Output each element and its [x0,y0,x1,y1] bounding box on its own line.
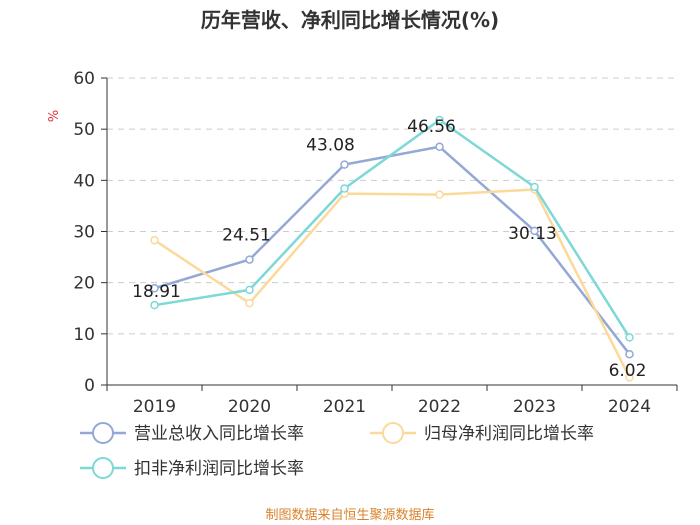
legend-item-2[interactable]: 归母净利润同比增长率 [370,422,594,444]
data-point [435,190,444,199]
y-tick-label: 0 [84,376,95,396]
y-tick-label: 30 [73,223,95,243]
source-note: 制图数据来自恒生聚源数据库 [265,507,434,523]
x-tick-label: 2021 [323,397,366,417]
y-tick-label: 50 [73,120,95,140]
data-point [245,298,254,308]
series-lines [150,115,634,382]
data-label: 24.51 [222,226,271,246]
data-point [435,142,444,152]
data-label: 6.02 [609,361,647,381]
y-axis-ticks: 0 10 20 30 40 50 60 [73,69,108,396]
data-point [245,255,254,264]
x-tick-label: 2022 [418,397,461,417]
legend-item-1[interactable]: 营业总收入同比增长率 [80,422,304,444]
data-point [435,115,444,125]
legend-label: 营业总收入同比增长率 [134,424,304,444]
data-point [530,226,539,236]
y-tick-label: 10 [73,325,95,345]
data-point [150,235,159,245]
x-tick-label: 2024 [608,397,651,417]
chart-title: 历年营收、净利同比增长情况(%) [201,8,499,32]
y-tick-label: 20 [73,274,95,294]
x-tick-label: 2019 [133,397,176,417]
legend-label: 扣非净利润同比增长率 [134,459,304,479]
data-point [625,333,634,342]
data-point [340,184,349,193]
x-tick-label: 2020 [228,397,271,417]
data-point [340,160,349,169]
legend-item-3[interactable]: 扣非净利润同比增长率 [80,457,304,479]
data-label: 30.13 [508,224,557,244]
legend-marker [92,422,114,444]
data-label: 18.91 [132,282,181,302]
series-line-3 [154,118,631,339]
data-point [150,300,159,310]
legend-marker [382,422,404,444]
x-tick-label: 2023 [513,397,556,417]
data-label: 46.56 [407,117,456,137]
grid-lines [107,77,677,335]
data-labels: 18.91 24.51 43.08 46.56 30.13 6.02 [132,117,646,381]
data-point [625,349,634,359]
y-tick-label: 40 [73,171,95,191]
y-tick-label: 60 [73,69,95,89]
data-label: 43.08 [306,136,355,156]
legend-label: 归母净利润同比增长率 [424,424,594,444]
x-axis: 2019 2020 2021 2022 2023 2024 [106,384,678,417]
data-point [150,283,159,293]
data-point [625,373,634,382]
legend-marker [92,457,114,479]
y-axis-unit: % [47,110,62,122]
series-line-2 [153,188,631,378]
series-line-1 [154,145,631,355]
data-point [530,182,539,192]
data-point [245,285,254,295]
